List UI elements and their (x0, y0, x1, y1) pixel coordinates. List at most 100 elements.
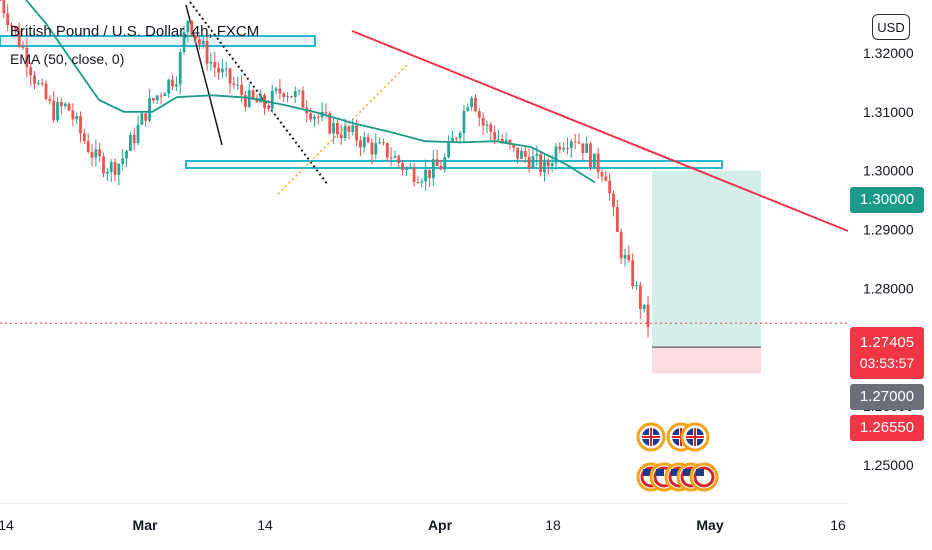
candle-body (554, 146, 558, 164)
uk-flag-event-icon-2 (680, 422, 710, 452)
candle-body (324, 111, 328, 114)
stop-price-label: 1.26550 (850, 415, 924, 441)
candle-body (481, 117, 485, 126)
bar-countdown: 03:53:57 (859, 355, 915, 371)
trendline (351, 30, 849, 232)
candle-body (117, 163, 121, 175)
candle-body (140, 113, 144, 125)
x-tick-label-5: May (696, 517, 723, 533)
candle-body (408, 167, 412, 169)
candle-body (470, 97, 474, 108)
candle-body (454, 138, 458, 140)
candle-body (382, 142, 385, 144)
candle-body (589, 143, 592, 168)
candle-body (424, 169, 428, 182)
x-tick-label-2: 14 (257, 517, 273, 533)
candle-body (240, 84, 243, 95)
candle-body (82, 133, 86, 142)
candle-body (282, 93, 286, 98)
candle-body (17, 29, 21, 47)
candle-body (309, 113, 312, 120)
y-tick-label-2: 1.30000 (863, 163, 914, 179)
candle-body (224, 68, 228, 70)
entry-price-label: 1.27000 (850, 384, 924, 410)
candle-body (412, 167, 416, 183)
candle-body (420, 181, 424, 183)
candle-body (40, 83, 44, 85)
candle-body (36, 83, 40, 85)
candle-body (243, 94, 247, 107)
candle-body (527, 156, 531, 169)
candle-body (328, 113, 332, 134)
candle-body (274, 88, 278, 91)
candle-body (585, 143, 589, 154)
candle-body (562, 147, 566, 150)
uk-flag-event-icon-0 (636, 422, 666, 452)
candle-body (635, 285, 638, 287)
candle-body (251, 90, 255, 99)
candle-body (267, 107, 270, 109)
candle-body (151, 98, 155, 101)
candle-body (546, 161, 550, 167)
candle-body (535, 153, 539, 157)
candle-body (389, 157, 393, 159)
candle-body (401, 162, 405, 170)
candle-body (44, 83, 48, 100)
target-price-label: 1.30000 (850, 187, 924, 213)
us-canton (656, 469, 664, 476)
candle-body (612, 193, 615, 208)
indicator-legend-ema[interactable]: EMA (50, close, 0) (10, 51, 125, 67)
candle-body (102, 156, 105, 174)
us-canton (696, 469, 704, 476)
candle-body (171, 79, 174, 87)
candle-body (573, 141, 577, 143)
candle-body (67, 103, 71, 111)
candle-body (63, 103, 67, 107)
candles-group (0, 0, 650, 338)
candle-body (431, 159, 435, 179)
candle-body (642, 304, 646, 310)
ema-line (24, 0, 596, 184)
candle-body (466, 107, 470, 111)
current-price-label: 1.27405 03:53:57 (850, 327, 924, 379)
candle-body (236, 84, 240, 86)
candle-body (378, 142, 381, 144)
candle-body (56, 102, 59, 121)
candle-body (608, 180, 612, 194)
candle-body (94, 149, 98, 158)
candle-body (631, 260, 635, 287)
candle-body (351, 125, 355, 132)
candle-body (148, 98, 151, 121)
candle-body (646, 304, 650, 328)
candle-body (516, 147, 520, 159)
loss-zone (652, 347, 761, 374)
candle-body (194, 35, 197, 40)
symbol-title: British Pound / U.S. Dollar, 4h, FXCM (10, 23, 260, 40)
upper-zone (0, 35, 316, 47)
candle-body (278, 88, 282, 94)
candle-body (577, 142, 581, 144)
candle-body (623, 255, 627, 259)
candle-body (86, 141, 90, 152)
candle-body (232, 83, 236, 85)
candle-body (474, 97, 477, 112)
candle-body (393, 156, 397, 158)
x-tick-label-6: 16 (830, 517, 846, 533)
candle-body (531, 156, 535, 169)
candle-body (71, 110, 75, 120)
candle-body (98, 149, 102, 157)
candle-body (355, 125, 358, 141)
candle-body (201, 41, 205, 45)
currency-button[interactable]: USD (872, 14, 910, 40)
candle-body (543, 161, 546, 173)
candle-body (0, 0, 2, 1)
candle-body (205, 41, 209, 64)
candle-body (458, 133, 462, 139)
candle-body (332, 122, 335, 134)
candle-body (508, 139, 512, 145)
candle-body (109, 161, 113, 173)
profit-zone (652, 170, 761, 348)
us-canton (683, 469, 691, 476)
